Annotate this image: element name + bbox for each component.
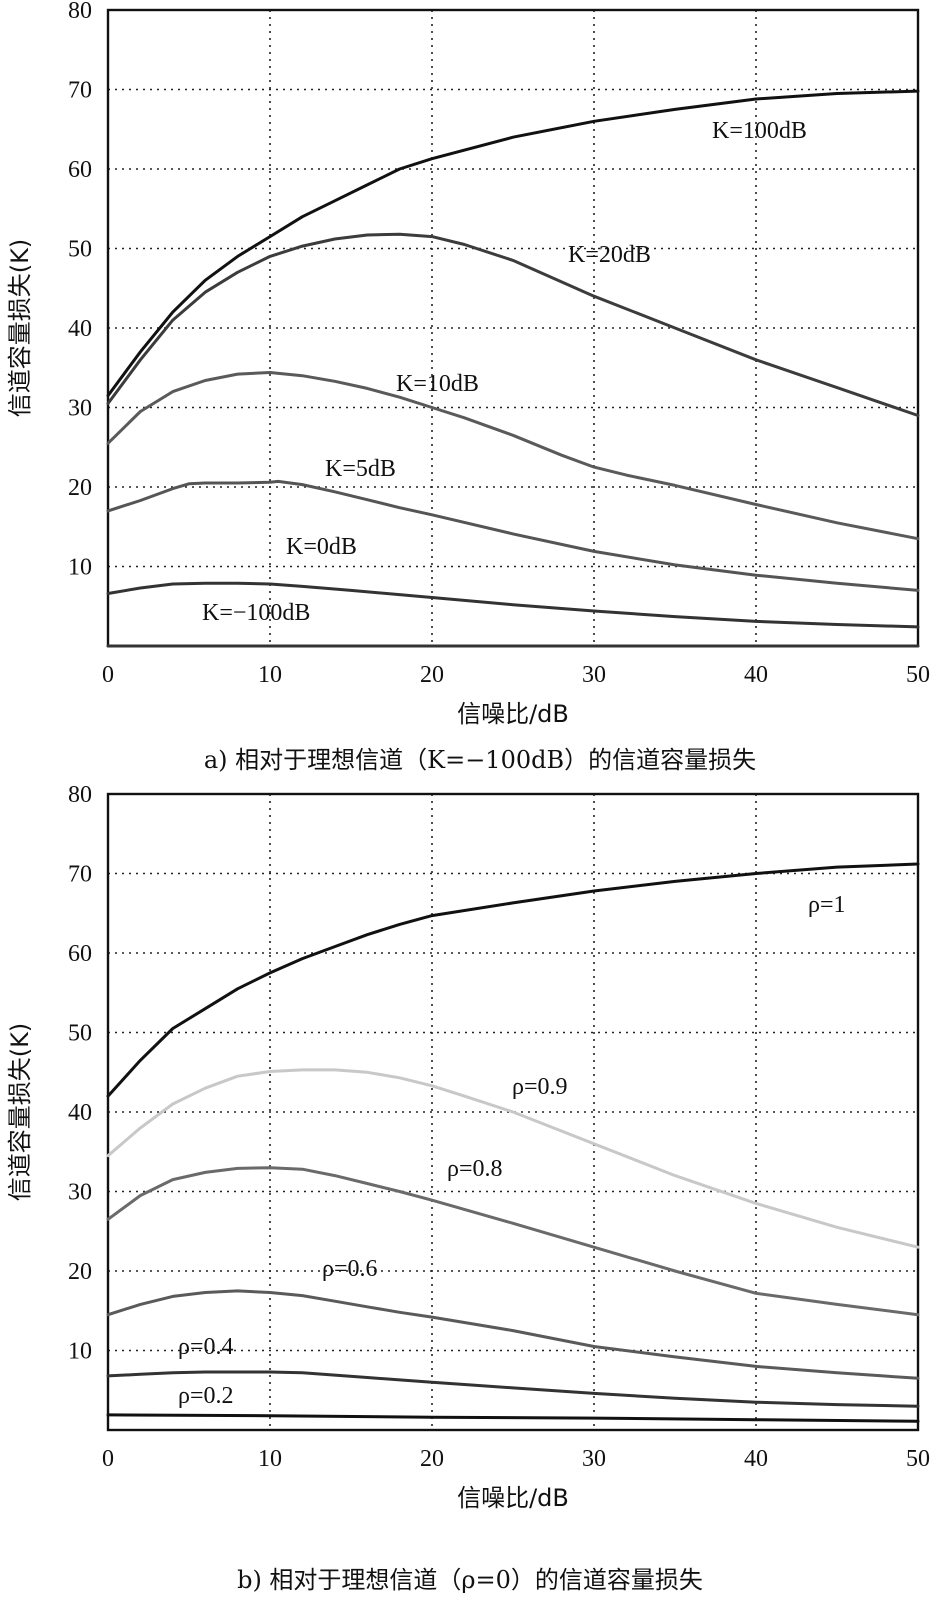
- chart-b-x-label: 信噪比/dB: [457, 1484, 569, 1512]
- chart-b-caption: b) 相对于理想信道（ρ=0）的信道容量损失: [237, 1566, 703, 1594]
- chart-a-label-k-100: K=−100dB: [202, 600, 310, 626]
- chart-b-x-ticks: 0 10 20 30 40 50: [102, 1446, 930, 1472]
- chart-b-y-tick-60: 60: [68, 941, 92, 967]
- chart-b-x-tick-10: 10: [258, 1446, 282, 1472]
- chart-a-grid: [108, 10, 918, 646]
- chart-a-series-3: [106, 479, 920, 592]
- chart-a-x-tick-40: 40: [744, 662, 768, 688]
- chart-a-y-tick-40: 40: [68, 316, 92, 342]
- chart-a-x-tick-0: 0: [102, 662, 114, 688]
- chart-b-x-tick-40: 40: [744, 1446, 768, 1472]
- chart-a-y-tick-80: 80: [68, 0, 92, 24]
- chart-a-y-tick-20: 20: [68, 475, 92, 501]
- chart-a-series-0: [106, 89, 920, 398]
- chart-b-label-rho02: ρ=0.2: [178, 1383, 234, 1409]
- chart-b-frame: [106, 792, 920, 1432]
- chart-a-x-tick-30: 30: [582, 662, 606, 688]
- chart-b-series-2: [106, 1166, 920, 1317]
- chart-a-y-tick-70: 70: [68, 78, 92, 104]
- chart-a-y-label: 信道容量损失(K): [6, 239, 34, 417]
- chart-b-y-label: 信道容量损失(K): [6, 1023, 34, 1201]
- chart-b-x-tick-50: 50: [906, 1446, 930, 1472]
- chart-a-y-tick-60: 60: [68, 157, 92, 183]
- chart-b-series-1: [106, 1068, 920, 1249]
- chart-a-label-k100: K=100dB: [712, 118, 807, 144]
- chart-b-series-5: [106, 1413, 920, 1423]
- chart-a-series-2: [106, 371, 920, 541]
- chart-b-label-rho04: ρ=0.4: [178, 1334, 234, 1360]
- chart-a-x-tick-10: 10: [258, 662, 282, 688]
- chart-a-series-4: [106, 581, 920, 629]
- chart-b-x-tick-0: 0: [102, 1446, 114, 1472]
- chart-a-y-tick-10: 10: [68, 555, 92, 581]
- chart-b-label-rho1: ρ=1: [808, 892, 846, 918]
- chart-b-y-ticks: 10 20 30 40 50 60 70 80: [68, 782, 92, 1365]
- chart-a-x-tick-20: 20: [420, 662, 444, 688]
- chart-b-label-rho08: ρ=0.8: [447, 1156, 503, 1182]
- chart-b-y-tick-30: 30: [68, 1180, 92, 1206]
- chart-a-series: [106, 89, 920, 648]
- chart-b-y-tick-70: 70: [68, 862, 92, 888]
- chart-a-caption: a) 相对于理想信道（K=−100dB）的信道容量损失: [204, 746, 756, 774]
- chart-b-series-3: [106, 1289, 920, 1380]
- chart-b-y-tick-50: 50: [68, 1021, 92, 1047]
- chart-a-y-ticks: 10 20 30 40 50 60 70 80: [68, 0, 92, 581]
- chart-b-label-rho06: ρ=0.6: [322, 1256, 378, 1282]
- chart-a-label-k5: K=5dB: [325, 456, 396, 482]
- chart-b-series: [106, 862, 920, 1423]
- chart-b: 0 10 20 30 40 50 10 20 30 40 50 60 70 80 ρ=1 ρ=0.9 ρ…: [6, 782, 930, 1594]
- chart-b-y-tick-10: 10: [68, 1339, 92, 1365]
- chart-b-label-rho09: ρ=0.9: [512, 1074, 568, 1100]
- chart-a-series-1: [106, 232, 920, 417]
- chart-a-label-k10: K=10dB: [396, 371, 479, 397]
- chart-b-x-tick-20: 20: [420, 1446, 444, 1472]
- chart-a-label-k0: K=0dB: [286, 534, 357, 560]
- chart-a-x-tick-50: 50: [906, 662, 930, 688]
- chart-a-y-tick-30: 30: [68, 396, 92, 422]
- chart-b-series-0: [106, 862, 920, 1098]
- chart-b-series-4: [106, 1370, 920, 1408]
- chart-a-x-ticks: 0 10 20 30 40 50: [102, 662, 930, 688]
- chart-b-y-tick-80: 80: [68, 782, 92, 808]
- chart-a-y-tick-50: 50: [68, 237, 92, 263]
- chart-b-grid: [108, 794, 918, 1430]
- chart-a: 0 10 20 30 40 50 10 20 30 40 50 60 70 80 K=100dB K=2…: [6, 0, 930, 774]
- chart-a-x-label: 信噪比/dB: [457, 700, 569, 728]
- chart-a-frame: [106, 8, 920, 648]
- chart-b-x-tick-30: 30: [582, 1446, 606, 1472]
- chart-b-y-tick-20: 20: [68, 1259, 92, 1285]
- chart-b-y-tick-40: 40: [68, 1100, 92, 1126]
- chart-a-label-k20: K=20dB: [568, 242, 651, 268]
